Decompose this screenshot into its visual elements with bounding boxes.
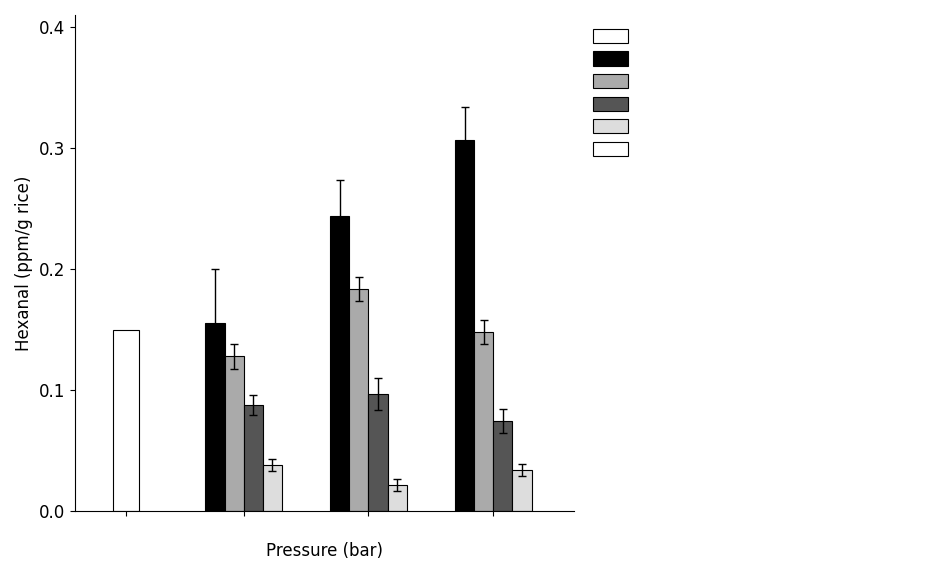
- Legend: 초 기 시 료, 50L, 100L, 200L, 300L, 포 기이 됐: 초 기 시 료, 50L, 100L, 200L, 300L, 포 기이 됐: [586, 22, 743, 163]
- Bar: [369, 394, 387, 511]
- Bar: [330, 216, 349, 511]
- Bar: [513, 470, 531, 511]
- X-axis label: Pressure (bar): Pressure (bar): [266, 542, 383, 560]
- Bar: [475, 332, 493, 511]
- Bar: [224, 356, 244, 511]
- Bar: [455, 140, 475, 511]
- Bar: [262, 465, 282, 511]
- Bar: [387, 485, 407, 511]
- Bar: [493, 421, 513, 511]
- Bar: [113, 330, 139, 511]
- Bar: [244, 405, 262, 511]
- Y-axis label: Hexanal (ppm/g rice): Hexanal (ppm/g rice): [15, 175, 33, 351]
- Bar: [349, 289, 369, 511]
- Bar: [206, 323, 224, 511]
